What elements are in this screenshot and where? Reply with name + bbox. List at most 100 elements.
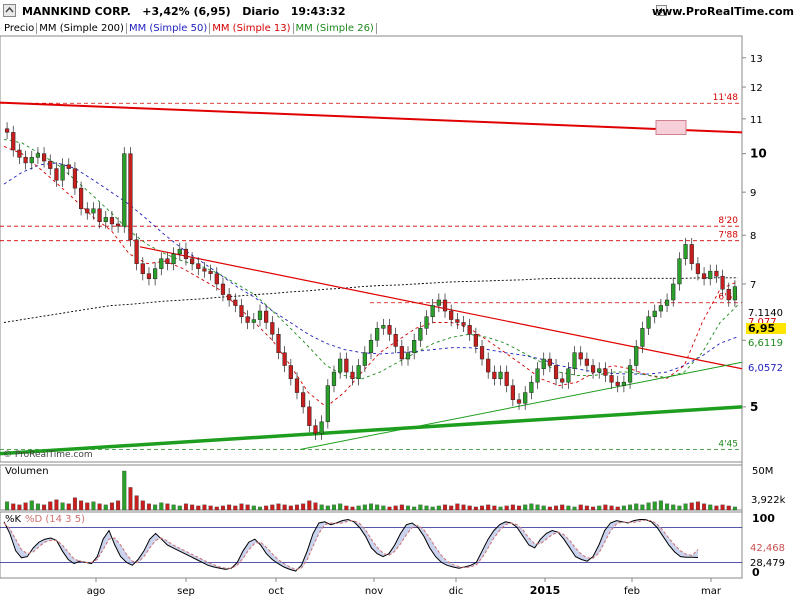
candle-body — [4, 128, 10, 133]
candle-body — [640, 328, 645, 347]
price-tick-label: 11 — [750, 115, 763, 126]
volume-tick-max: 50M — [752, 466, 773, 477]
candle-body — [449, 310, 454, 320]
legend-ma200[interactable]: MM (Simple 200) — [37, 23, 127, 34]
legend-price[interactable]: Precio — [2, 23, 38, 34]
candle-body — [652, 310, 657, 317]
volume-bar — [510, 504, 515, 511]
candle-body — [523, 392, 528, 404]
candle-body — [553, 365, 559, 380]
volume-bar — [233, 505, 238, 511]
candle-body — [590, 365, 596, 373]
legend-ma50[interactable]: MM (Simple 50) — [126, 23, 211, 34]
candle-body — [387, 325, 392, 335]
volume-bar — [461, 504, 466, 511]
volume-bar — [640, 504, 645, 511]
candle-body — [436, 299, 441, 306]
volume-bar — [79, 500, 84, 511]
volume-bar — [708, 504, 713, 511]
candle-body — [603, 368, 608, 376]
ma50-line — [3, 162, 739, 375]
candle-body — [140, 263, 145, 274]
watermark: © ProRealTime.com — [3, 450, 93, 460]
volume-bar — [634, 503, 639, 511]
volume-bar — [239, 503, 244, 511]
volume-bar — [17, 504, 22, 511]
stoch-d-line — [3, 519, 699, 570]
candle-body — [393, 334, 398, 347]
candle-body — [171, 253, 176, 264]
settings-icon[interactable] — [3, 4, 16, 17]
candle-body — [350, 371, 355, 380]
volume-bar — [344, 505, 349, 511]
volume-bar — [116, 500, 121, 511]
volume-bar — [695, 501, 700, 511]
volume-bar — [282, 504, 287, 511]
volume-bar — [615, 506, 620, 511]
trendline-green — [299, 361, 743, 450]
time-tick-label: nov — [365, 586, 383, 597]
volume-bar — [5, 501, 10, 511]
candlesticks — [4, 122, 738, 441]
volume-bar — [331, 504, 336, 511]
price-tag-bg — [746, 316, 786, 327]
candle-body — [220, 283, 226, 295]
candle-body — [11, 132, 16, 151]
candle-body — [695, 263, 701, 274]
candle-body — [202, 268, 207, 272]
candle-body — [584, 358, 589, 366]
candle-body — [239, 305, 244, 317]
volume-bar — [443, 504, 448, 511]
zoom-icon[interactable] — [656, 5, 667, 16]
candle-body — [66, 164, 71, 169]
volume-bar — [202, 504, 207, 511]
panel-frames — [0, 35, 743, 579]
candle-body — [257, 310, 263, 320]
volume-bar — [584, 505, 589, 511]
volume-bar — [196, 505, 201, 511]
candle-body — [572, 352, 577, 370]
candle-body — [325, 385, 330, 423]
price-axis: 13 12 11 10 9 8 7 6 5 — [742, 54, 767, 414]
level-label: 4'45 — [718, 439, 738, 449]
stoch-label-d: %D (14 3 5) — [25, 514, 85, 525]
volume-bar — [554, 505, 559, 511]
alert-box — [655, 120, 687, 136]
settings-icon-glyph — [3, 4, 16, 17]
volume-bar — [498, 506, 503, 511]
volume-bar — [165, 503, 170, 511]
volume-bar — [480, 505, 485, 511]
volume-bar — [732, 506, 737, 511]
candle-body — [405, 352, 411, 360]
price-tag: 7,1140 — [748, 308, 783, 319]
candle-body — [677, 258, 682, 285]
trendline-red — [139, 246, 743, 370]
volume-bar — [134, 495, 139, 511]
volume-bar — [54, 499, 59, 511]
price-tick-label: 5 — [750, 400, 758, 414]
legend-ma26[interactable]: MM (Simple 26) — [293, 23, 377, 34]
volume-bar — [48, 501, 53, 511]
candle-body — [60, 164, 65, 181]
volume-bar — [455, 503, 460, 511]
candle-body — [159, 258, 164, 269]
volume-bar — [603, 504, 608, 511]
volume-bar — [103, 504, 108, 511]
volume-bar — [319, 504, 324, 511]
time-tick-label: dic — [449, 586, 464, 597]
volume-bar — [597, 505, 602, 511]
volume-label: Volumen — [5, 466, 49, 477]
candle-body — [701, 273, 707, 280]
trendline-green — [0, 405, 743, 456]
volume-bar — [140, 500, 145, 511]
candle-body — [301, 392, 306, 408]
moving-averages — [3, 138, 739, 408]
time-tick-label: oct — [268, 586, 284, 597]
time-tick-label: feb — [624, 586, 640, 597]
candle-body — [424, 316, 429, 329]
candle-body — [732, 286, 738, 301]
ma200-line — [3, 277, 738, 323]
legend-ma13[interactable]: MM (Simple 13) — [210, 23, 294, 34]
site-url[interactable]: www.ProRealTime.com — [651, 5, 794, 18]
